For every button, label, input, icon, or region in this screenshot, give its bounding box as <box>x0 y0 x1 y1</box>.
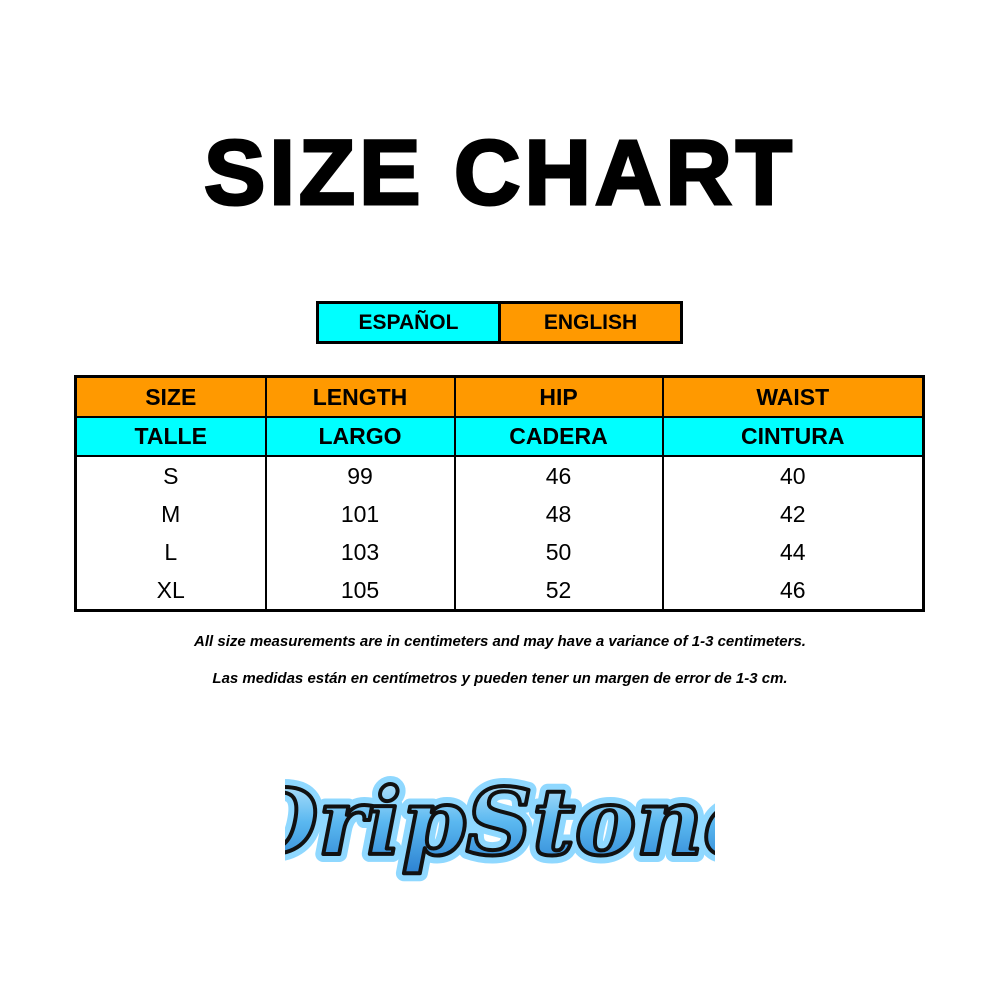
legend-english: ENGLISH <box>501 304 680 341</box>
svg-text:DripStone: DripStone <box>285 768 715 876</box>
cell: L <box>74 533 267 571</box>
header-cell: SIZE <box>74 375 267 418</box>
header-cell: CINTURA <box>661 416 925 457</box>
cell: 44 <box>661 533 925 571</box>
cell: 46 <box>661 571 925 611</box>
cell: S <box>74 456 267 495</box>
cell: 103 <box>264 533 456 571</box>
header-row-english: SIZE LENGTH HIP WAIST <box>74 375 925 418</box>
legend-spanish: ESPAÑOL <box>319 304 501 341</box>
cell: XL <box>74 571 267 611</box>
header-cell: LENGTH <box>264 375 456 418</box>
cell: 52 <box>453 571 664 611</box>
cell: 101 <box>264 495 456 533</box>
table-row: S 99 46 40 <box>74 456 925 495</box>
cell: 50 <box>453 533 664 571</box>
table-row: L 103 50 44 <box>74 533 925 571</box>
cell: 105 <box>264 571 456 611</box>
note-english: All size measurements are in centimeters… <box>194 633 806 650</box>
page-title: SIZE CHART <box>203 121 796 226</box>
note-spanish: Las medidas están en centímetros y puede… <box>212 670 788 687</box>
cell: 46 <box>453 456 664 495</box>
dripstone-logo: DripStone DripStone <box>285 762 715 884</box>
table-row: XL 105 52 46 <box>74 571 925 611</box>
language-legend: ESPAÑOL ENGLISH <box>316 301 683 344</box>
cell: M <box>74 495 267 533</box>
header-cell: TALLE <box>74 416 267 457</box>
header-row-spanish: TALLE LARGO CADERA CINTURA <box>74 416 925 457</box>
header-cell: LARGO <box>264 416 456 457</box>
cell: 42 <box>661 495 925 533</box>
svg-text:DripStone: DripStone <box>285 768 715 876</box>
header-cell: CADERA <box>453 416 664 457</box>
cell: 48 <box>453 495 664 533</box>
cell: 99 <box>264 456 456 495</box>
size-table: SIZE LENGTH HIP WAIST TALLE LARGO CADERA… <box>74 375 925 612</box>
header-cell: WAIST <box>661 375 925 418</box>
cell: 40 <box>661 456 925 495</box>
table-row: M 101 48 42 <box>74 495 925 533</box>
header-cell: HIP <box>453 375 664 418</box>
